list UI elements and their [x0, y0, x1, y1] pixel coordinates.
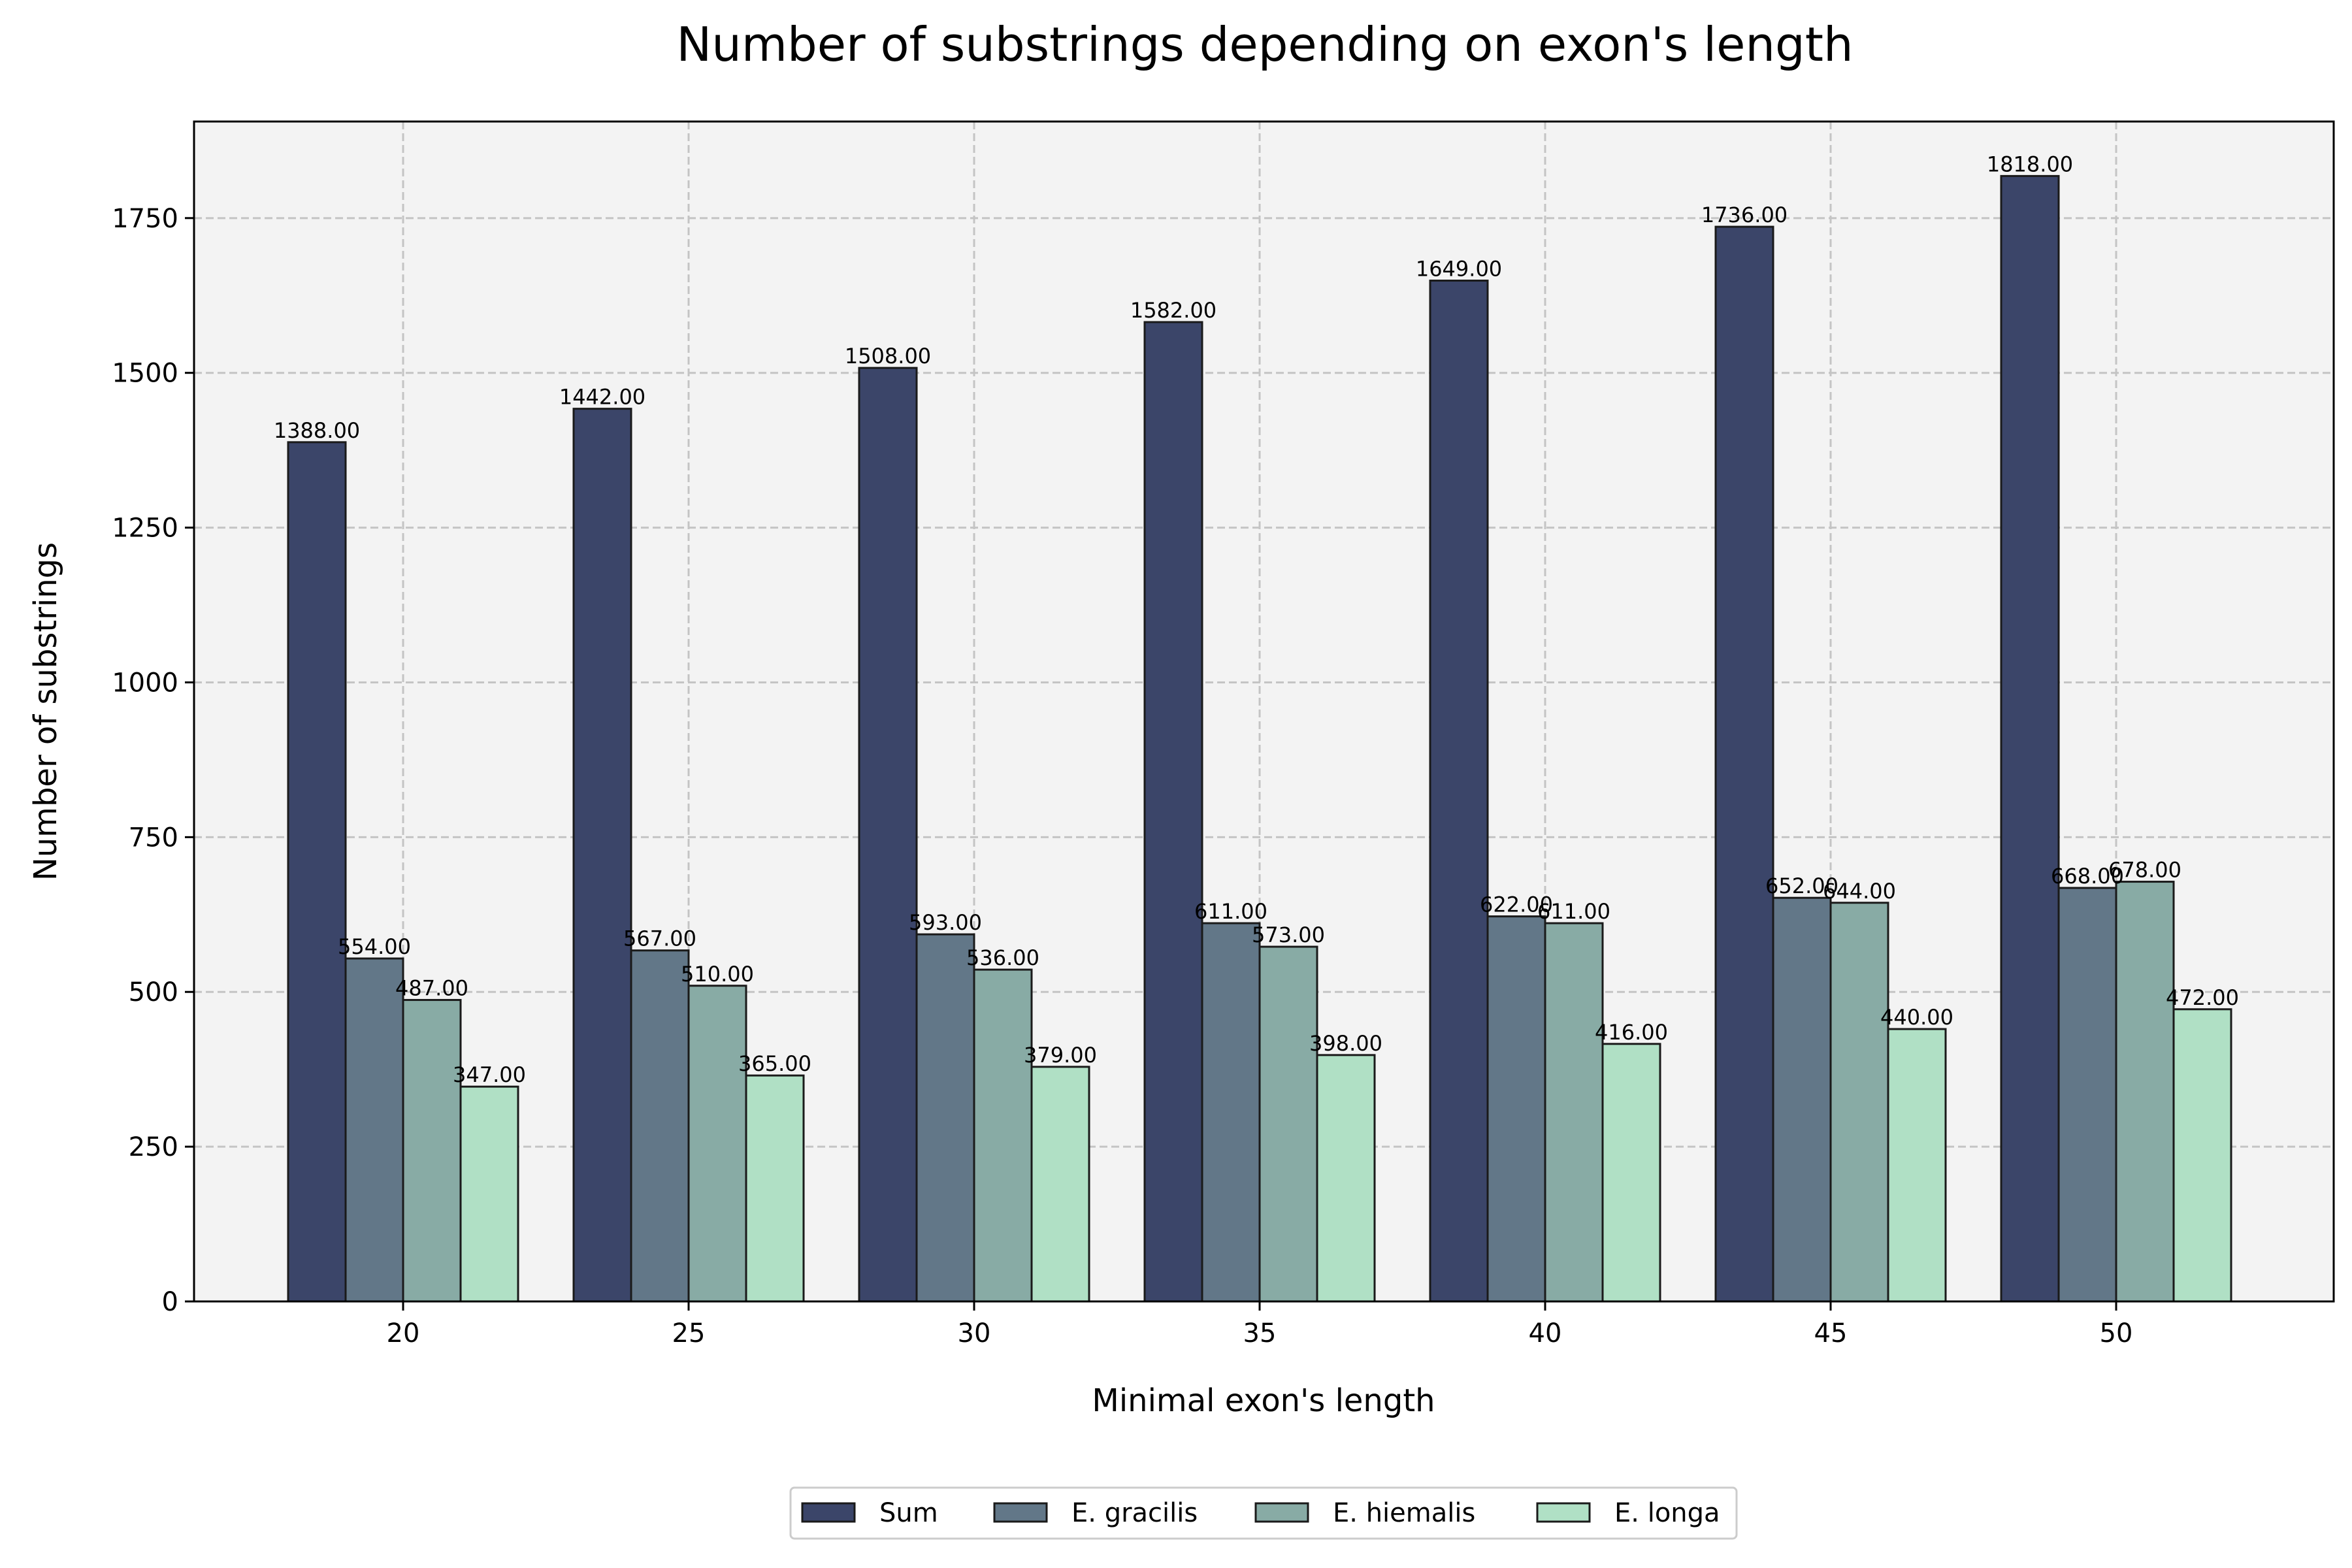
- bar: [1887, 1028, 1947, 1303]
- x-tick-label: 20: [387, 1318, 420, 1348]
- x-axis-label: Minimal exon's length: [1092, 1382, 1435, 1419]
- bar-value-label: 365.00: [738, 1051, 811, 1076]
- bar: [915, 933, 975, 1303]
- x-tick-label: 40: [1529, 1318, 1562, 1348]
- bar-value-label: 1508.00: [845, 344, 931, 368]
- legend-label: E. longa: [1614, 1498, 1720, 1528]
- bar: [572, 408, 632, 1303]
- bar: [1486, 915, 1546, 1303]
- bar: [2057, 887, 2117, 1303]
- bar: [1429, 280, 1489, 1303]
- bar: [1143, 321, 1203, 1303]
- bar-value-label: 398.00: [1309, 1031, 1382, 1056]
- legend-swatch: [993, 1502, 1048, 1523]
- y-tick-label: 500: [129, 977, 178, 1007]
- bar-value-label: 554.00: [338, 934, 411, 959]
- bar: [858, 367, 918, 1303]
- bar-value-label: 622.00: [1480, 892, 1553, 917]
- bar: [402, 999, 462, 1303]
- bar: [1601, 1043, 1661, 1303]
- y-tick-label: 1500: [112, 359, 178, 389]
- bar-value-label: 379.00: [1024, 1043, 1097, 1068]
- bar: [1316, 1054, 1376, 1303]
- bar: [1258, 945, 1318, 1303]
- bar-value-label: 573.00: [1252, 923, 1325, 947]
- bar-value-label: 1582.00: [1130, 298, 1217, 323]
- bar: [745, 1074, 805, 1303]
- bar-value-label: 611.00: [1194, 899, 1267, 924]
- bar: [973, 968, 1033, 1303]
- bar-value-label: 611.00: [1537, 899, 1610, 924]
- x-tick-label: 25: [672, 1318, 706, 1348]
- bar-value-label: 1442.00: [559, 385, 645, 410]
- x-tick-label: 30: [958, 1318, 991, 1348]
- bar-value-label: 1736.00: [1701, 203, 1788, 227]
- x-axis: 20 25 30 35 40 45 50: [387, 1301, 2133, 1348]
- legend-label: E. hiemalis: [1333, 1498, 1475, 1528]
- legend-label: Sum: [879, 1498, 938, 1528]
- bar-value-label: 472.00: [2166, 985, 2239, 1010]
- bar: [1544, 922, 1604, 1303]
- y-tick-label: 0: [162, 1287, 178, 1317]
- bar-value-label: 510.00: [681, 962, 754, 987]
- bar-value-label: 1388.00: [274, 418, 360, 443]
- y-tick-label: 1750: [112, 204, 178, 234]
- bar: [687, 985, 747, 1303]
- bar: [2115, 881, 2175, 1303]
- bar-value-label: 536.00: [966, 945, 1039, 970]
- bar-value-label: 567.00: [623, 926, 696, 951]
- legend: Sum E. gracilis E. hiemalis E. longa: [789, 1486, 1738, 1540]
- bar-value-label: 440.00: [1880, 1005, 1953, 1030]
- bar-value-label: 593.00: [909, 910, 982, 935]
- bar-value-label: 347.00: [453, 1062, 526, 1087]
- y-axis: 0 250 500 750 1000 1250 1500 1750: [112, 204, 194, 1317]
- x-tick-label: 45: [1814, 1318, 1848, 1348]
- legend-swatch: [1536, 1502, 1591, 1523]
- y-tick-label: 750: [129, 823, 178, 853]
- bar: [2000, 174, 2060, 1303]
- bar: [2172, 1008, 2232, 1303]
- y-tick-label: 1250: [112, 514, 178, 544]
- bar-value-label: 416.00: [1595, 1020, 1668, 1045]
- bar-value-label: 678.00: [2108, 858, 2181, 883]
- bar-value-labels: 1388.00 554.00 487.00 347.00 1442.00 567.00 51…: [274, 152, 2239, 1087]
- bar-value-label: 487.00: [395, 976, 468, 1001]
- x-tick-label: 35: [1243, 1318, 1277, 1348]
- bar: [630, 949, 690, 1303]
- legend-swatch: [801, 1502, 856, 1523]
- bar-value-label: 652.00: [1765, 874, 1838, 898]
- y-axis-label: Number of substrings: [27, 542, 64, 881]
- y-tick-label: 1000: [112, 668, 178, 698]
- bar: [287, 441, 347, 1303]
- bar-value-label: 1649.00: [1416, 257, 1502, 282]
- bar-value-label: 644.00: [1823, 879, 1896, 904]
- bar-value-label: 1818.00: [1987, 152, 2073, 176]
- legend-label: E. gracilis: [1071, 1498, 1198, 1528]
- y-tick-label: 250: [129, 1132, 178, 1162]
- chart-title: Number of substrings depending on exon's…: [676, 17, 1853, 72]
- bar: [459, 1085, 519, 1303]
- bar: [1772, 896, 1832, 1303]
- bar-value-label: 668.00: [2051, 864, 2124, 889]
- x-tick-label: 50: [2100, 1318, 2133, 1348]
- bar: [1201, 922, 1261, 1303]
- bar: [1030, 1066, 1090, 1303]
- plot-frame: [193, 120, 2335, 1303]
- legend-swatch: [1254, 1502, 1309, 1523]
- bars: [287, 174, 2232, 1303]
- bar: [1714, 225, 1774, 1303]
- bar: [344, 957, 404, 1303]
- bar: [1829, 902, 1889, 1303]
